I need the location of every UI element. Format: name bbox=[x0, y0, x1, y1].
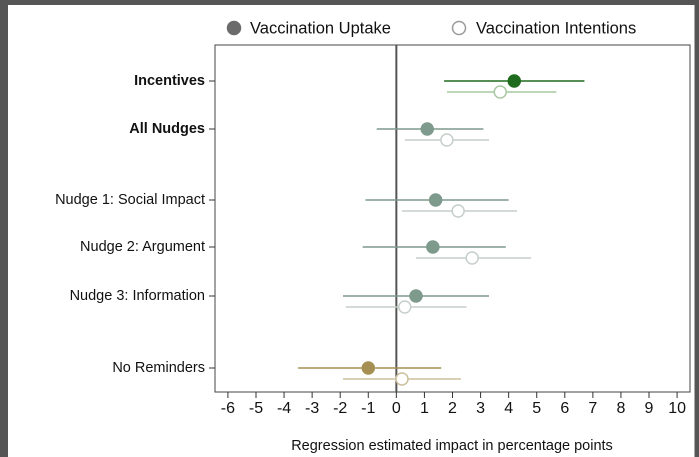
x-tick-label: -5 bbox=[249, 400, 263, 417]
plot-area bbox=[214, 44, 691, 393]
point bbox=[420, 122, 434, 136]
x-tick-label: 4 bbox=[504, 400, 513, 417]
x-tick-label: 2 bbox=[448, 400, 457, 417]
point bbox=[426, 240, 440, 254]
point bbox=[361, 361, 376, 375]
x-tick-label: 3 bbox=[476, 400, 485, 417]
y-tick-label: No Reminders bbox=[112, 360, 205, 376]
x-tick-label: -6 bbox=[221, 400, 235, 417]
x-axis-title: Regression estimated impact in percentag… bbox=[291, 438, 613, 454]
point bbox=[493, 85, 507, 99]
x-tick-label: -4 bbox=[277, 400, 291, 417]
y-tick-label: Nudge 3: Information bbox=[70, 288, 205, 304]
x-tick-label: -3 bbox=[305, 400, 319, 417]
x-tick-label: 6 bbox=[560, 400, 569, 417]
y-tick-label: Incentives bbox=[134, 73, 205, 89]
x-tick-label: 5 bbox=[532, 400, 541, 417]
y-tick-label: Nudge 2: Argument bbox=[80, 239, 205, 255]
point bbox=[440, 133, 454, 147]
y-tick-label: Nudge 1: Social Impact bbox=[55, 192, 205, 208]
legend-marker bbox=[226, 20, 242, 36]
x-tick-label: 1 bbox=[420, 400, 429, 417]
x-tick-label: -1 bbox=[361, 400, 375, 417]
x-tick-label: 7 bbox=[588, 400, 597, 417]
x-tick-label: 8 bbox=[616, 400, 625, 417]
legend-label: Vaccination Intentions bbox=[476, 19, 636, 37]
point bbox=[398, 300, 412, 314]
legend-marker bbox=[451, 20, 467, 36]
point bbox=[428, 193, 443, 207]
point bbox=[507, 74, 522, 88]
x-tick-label: 0 bbox=[392, 400, 401, 417]
point bbox=[451, 204, 465, 218]
frame-left bbox=[0, 0, 8, 457]
x-tick-label: 9 bbox=[645, 400, 654, 417]
point bbox=[465, 251, 479, 265]
legend-label: Vaccination Uptake bbox=[250, 19, 391, 37]
point bbox=[409, 289, 423, 303]
x-tick-label: -2 bbox=[333, 400, 347, 417]
x-tick-label: 10 bbox=[668, 400, 686, 417]
point bbox=[395, 372, 409, 386]
y-tick-label: All Nudges bbox=[129, 121, 205, 137]
